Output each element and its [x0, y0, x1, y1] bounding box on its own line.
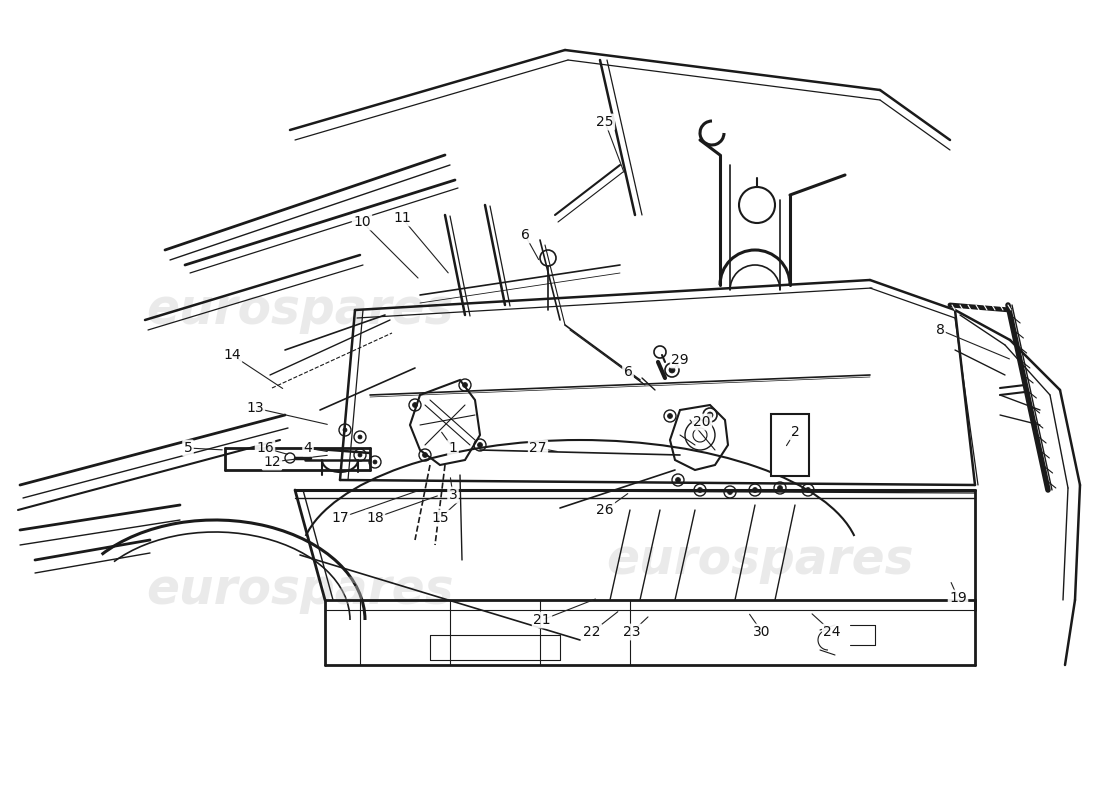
- Text: 27: 27: [529, 441, 547, 455]
- Text: 30: 30: [754, 625, 771, 639]
- Text: 3: 3: [449, 488, 458, 502]
- Circle shape: [707, 412, 713, 418]
- Text: 10: 10: [353, 215, 371, 229]
- Text: 13: 13: [246, 401, 264, 415]
- Circle shape: [358, 453, 362, 457]
- Text: 6: 6: [520, 228, 529, 242]
- Text: 14: 14: [223, 348, 241, 362]
- Text: 11: 11: [393, 211, 411, 225]
- Circle shape: [669, 367, 675, 373]
- Circle shape: [462, 382, 468, 387]
- Circle shape: [373, 460, 377, 464]
- Text: 20: 20: [693, 415, 711, 429]
- Text: 2: 2: [791, 425, 800, 439]
- Text: 21: 21: [534, 613, 551, 627]
- Circle shape: [343, 428, 346, 432]
- Text: 15: 15: [431, 511, 449, 525]
- Circle shape: [752, 487, 758, 493]
- Circle shape: [675, 478, 681, 482]
- Text: eurospares: eurospares: [606, 536, 914, 584]
- Text: 25: 25: [596, 115, 614, 129]
- Text: eurospares: eurospares: [146, 566, 454, 614]
- Circle shape: [727, 490, 733, 494]
- Circle shape: [422, 453, 428, 458]
- Circle shape: [477, 442, 483, 447]
- Text: 22: 22: [583, 625, 601, 639]
- Text: 19: 19: [949, 591, 967, 605]
- Text: 8: 8: [936, 323, 945, 337]
- Circle shape: [412, 402, 418, 407]
- Text: 4: 4: [304, 441, 312, 455]
- Circle shape: [668, 414, 672, 418]
- FancyBboxPatch shape: [771, 414, 808, 476]
- Text: 23: 23: [624, 625, 640, 639]
- Text: 29: 29: [671, 353, 689, 367]
- Text: 16: 16: [256, 441, 274, 455]
- Text: 1: 1: [449, 441, 458, 455]
- Text: 17: 17: [331, 511, 349, 525]
- Text: 18: 18: [366, 511, 384, 525]
- Text: 24: 24: [823, 625, 840, 639]
- Circle shape: [805, 487, 811, 493]
- Circle shape: [778, 486, 782, 490]
- Text: 5: 5: [184, 441, 192, 455]
- Text: 6: 6: [624, 365, 632, 379]
- Text: 12: 12: [263, 455, 280, 469]
- Text: 26: 26: [596, 503, 614, 517]
- Text: eurospares: eurospares: [146, 286, 454, 334]
- Circle shape: [358, 435, 362, 439]
- Circle shape: [697, 487, 703, 493]
